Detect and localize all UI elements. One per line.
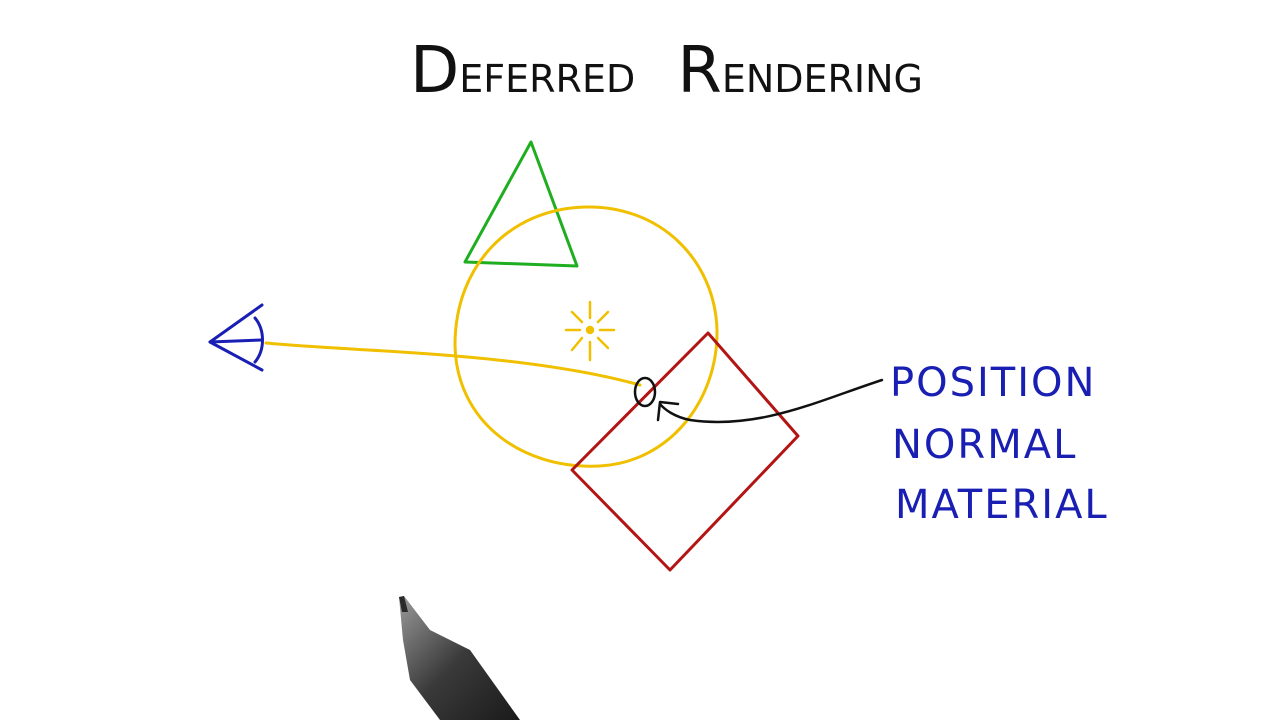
- hit-point-marker: [633, 376, 657, 408]
- view-ray: [264, 341, 642, 387]
- attribute-arrow: [658, 378, 884, 424]
- light-volume-circle: [453, 205, 719, 468]
- light-source-icon: [564, 300, 616, 362]
- title-rest-deferred: EFERRED: [459, 57, 635, 101]
- pen-icon: [399, 596, 520, 720]
- label-normal: NORMAL: [892, 422, 1077, 468]
- label-position: POSITION: [890, 360, 1096, 406]
- eye-icon: [208, 303, 264, 372]
- arrow-head: [656, 400, 680, 422]
- page-title: DEFERRED RENDERING: [410, 34, 923, 108]
- green-triangle: [463, 140, 579, 268]
- label-material: MATERIAL: [895, 482, 1109, 528]
- red-square: [570, 331, 800, 572]
- title-rest-rendering: ENDERING: [722, 57, 923, 101]
- title-initial-d: D: [410, 34, 459, 108]
- title-initial-r: R: [677, 34, 721, 108]
